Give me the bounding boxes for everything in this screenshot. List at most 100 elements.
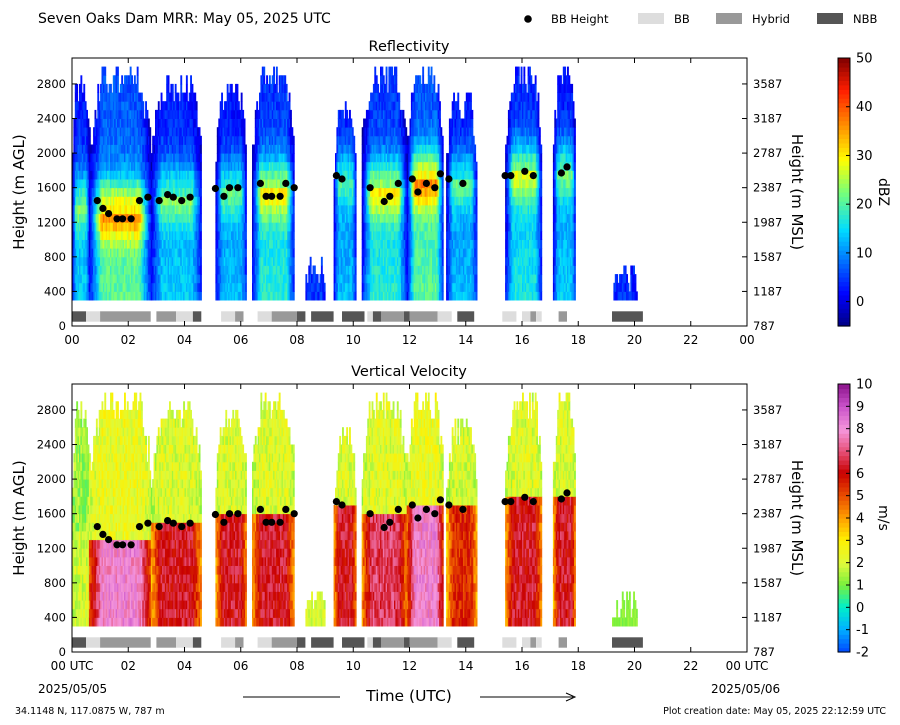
heatmap-cell <box>157 205 160 215</box>
heatmap-cell <box>143 291 146 301</box>
heatmap-cell <box>122 239 125 249</box>
heatmap-cell <box>223 101 226 111</box>
heatmap-cell <box>181 291 184 301</box>
heatmap-cell <box>278 109 281 119</box>
heatmap-cell <box>184 282 187 292</box>
heatmap-cell <box>240 248 243 258</box>
heatmap-cell <box>222 153 225 163</box>
heatmap-cell <box>131 170 133 180</box>
heatmap-cell <box>169 248 171 258</box>
heatmap-cell <box>94 127 97 137</box>
heatmap-cell <box>136 153 139 163</box>
heatmap-cell <box>181 118 184 128</box>
heatmap-cell <box>76 109 79 119</box>
heatmap-cell <box>230 265 233 275</box>
heatmap-cell <box>219 248 222 258</box>
heatmap-cell <box>132 256 135 266</box>
heatmap-cell <box>105 170 108 180</box>
heatmap-cell <box>133 239 136 249</box>
heatmap-cell <box>146 179 149 189</box>
heatmap-cell <box>270 205 273 215</box>
heatmap-cell <box>145 187 147 197</box>
heatmap-cell <box>104 239 107 249</box>
heatmap-cell <box>257 265 260 275</box>
heatmap-cell <box>190 75 192 85</box>
heatmap-cell <box>136 135 139 145</box>
heatmap-cell <box>188 127 191 137</box>
heatmap-cell <box>146 170 149 180</box>
heatmap-cell <box>240 265 243 275</box>
heatmap-cell <box>163 274 166 284</box>
heatmap-cell <box>270 135 273 145</box>
heatmap-cell <box>188 291 191 301</box>
heatmap-cell <box>111 274 114 284</box>
heatmap-cell <box>114 118 117 128</box>
heatmap-cell <box>180 92 183 102</box>
heatmap-cell <box>112 109 115 119</box>
heatmap-cell <box>110 92 112 102</box>
heatmap-cell <box>139 205 142 215</box>
heatmap-cell <box>266 274 268 284</box>
heatmap-cell <box>261 282 264 292</box>
heatmap-cell <box>104 161 107 171</box>
heatmap-cell <box>316 274 319 284</box>
heatmap-cell <box>147 127 150 137</box>
heatmap-cell <box>108 230 111 240</box>
heatmap-cell <box>194 248 197 258</box>
heatmap-cell <box>268 196 271 206</box>
heatmap-cell <box>266 282 268 292</box>
heatmap-cell <box>72 291 74 301</box>
heatmap-cell <box>232 153 235 163</box>
heatmap-cell <box>236 239 239 249</box>
heatmap-cell <box>229 144 232 154</box>
heatmap-cell <box>185 144 188 154</box>
heatmap-cell <box>86 274 88 284</box>
heatmap-cell <box>105 282 108 292</box>
heatmap-cell <box>76 144 79 154</box>
heatmap-cell <box>268 179 271 189</box>
heatmap-cell <box>129 196 132 206</box>
heatmap-cell <box>267 274 270 284</box>
heatmap-cell <box>174 187 177 197</box>
heatmap-cell <box>74 274 77 284</box>
heatmap-cell <box>184 230 187 240</box>
heatmap-cell <box>79 135 81 145</box>
heatmap-cell <box>88 291 91 301</box>
heatmap-cell <box>171 101 174 111</box>
heatmap-cell <box>118 92 121 102</box>
heatmap-cell <box>270 291 273 301</box>
heatmap-cell <box>142 109 145 119</box>
heatmap-cell <box>135 118 138 128</box>
heatmap-cell <box>162 205 164 215</box>
heatmap-cell <box>260 109 263 119</box>
heatmap-cell <box>195 153 198 163</box>
heatmap-cell <box>354 161 357 171</box>
heatmap-cell <box>271 144 274 154</box>
heatmap-cell <box>183 187 185 197</box>
heatmap-cell <box>105 179 108 189</box>
heatmap-cell <box>171 265 174 275</box>
heatmap-cell <box>225 265 228 275</box>
heatmap-cell <box>107 274 110 284</box>
heatmap-cell <box>232 161 235 171</box>
heatmap-cell <box>124 179 126 189</box>
heatmap-cell <box>257 144 260 154</box>
heatmap-cell <box>194 196 197 206</box>
heatmap-cell <box>110 187 112 197</box>
heatmap-cell <box>275 239 278 249</box>
heatmap-cell <box>145 170 147 180</box>
heatmap-cell <box>273 213 275 223</box>
heatmap-cell <box>190 265 192 275</box>
heatmap-cell <box>142 127 145 137</box>
heatmap-cell <box>174 109 177 119</box>
heatmap-cell <box>194 161 197 171</box>
heatmap-cell <box>190 205 192 215</box>
heatmap-cell <box>187 282 190 292</box>
heatmap-cell <box>260 213 263 223</box>
heatmap-cell <box>173 282 176 292</box>
heatmap-cell <box>133 144 136 154</box>
heatmap-cell <box>162 144 164 154</box>
heatmap-cell <box>131 75 133 85</box>
heatmap-cell <box>133 92 136 102</box>
heatmap-cell <box>232 282 235 292</box>
